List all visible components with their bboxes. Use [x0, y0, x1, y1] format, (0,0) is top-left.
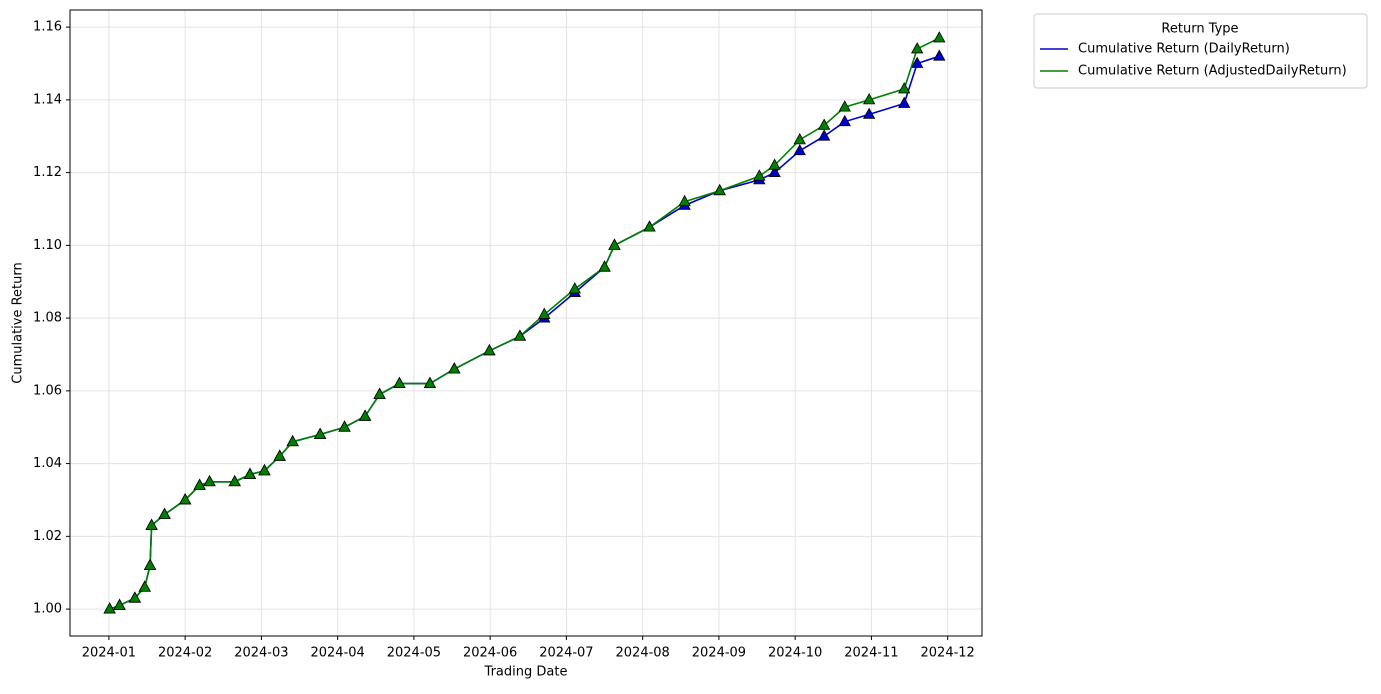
y-tick-label: 1.02 [33, 529, 62, 544]
y-tick-label: 1.12 [33, 165, 62, 180]
marker [338, 420, 351, 432]
x-tick-label: 2024-12 [921, 646, 975, 661]
y-tick-label: 1.06 [33, 383, 62, 398]
marker [933, 31, 946, 43]
x-tick-label: 2024-03 [234, 646, 288, 661]
marker [768, 165, 781, 177]
marker [753, 169, 766, 181]
legend-label: Cumulative Return (DailyReturn) [1078, 42, 1290, 57]
marker [933, 49, 946, 61]
y-tick-label: 1.04 [33, 456, 62, 471]
legend-box [1033, 13, 1368, 89]
y-tick-label: 1.10 [33, 238, 62, 253]
marker [178, 493, 192, 505]
y-tick-label: 1.08 [33, 311, 62, 326]
marker [158, 507, 171, 519]
x-tick-label: 2024-05 [387, 646, 441, 661]
marker [538, 307, 551, 319]
x-tick-label: 2024-11 [844, 646, 898, 661]
series-line [109, 37, 940, 610]
legend-label: Cumulative Return (AdjustedDailyReturn) [1078, 64, 1347, 79]
marker [286, 434, 299, 447]
marker [258, 464, 271, 476]
marker [193, 478, 206, 490]
marker [448, 362, 461, 374]
marker [313, 427, 327, 439]
x-tick-label: 2024-04 [310, 646, 364, 661]
x-tick-label: 2024-10 [768, 646, 822, 661]
x-tick-label: 2024-01 [82, 646, 136, 661]
x-tick-label: 2024-07 [539, 646, 593, 661]
marker [483, 343, 496, 356]
legend-title: Return Type [1161, 22, 1238, 37]
marker [713, 183, 726, 196]
marker [793, 143, 806, 156]
marker [393, 376, 406, 388]
marker [273, 449, 286, 461]
marker [145, 518, 158, 530]
marker [598, 260, 611, 272]
marker [643, 220, 656, 232]
y-tick-label: 1.14 [33, 92, 62, 107]
marker [113, 598, 126, 610]
marker [608, 238, 621, 250]
marker [138, 580, 151, 592]
marker [513, 329, 527, 341]
marker [817, 129, 831, 141]
marker [128, 591, 141, 603]
marker [793, 133, 806, 145]
marker [568, 282, 581, 294]
marker [423, 376, 437, 388]
y-axis-label: Cumulative Return [11, 262, 26, 383]
marker [838, 100, 851, 112]
marker [862, 93, 876, 105]
x-axis-label: Trading Date [484, 665, 568, 680]
x-tick-label: 2024-08 [616, 646, 670, 661]
marker [358, 409, 372, 421]
x-tick-label: 2024-09 [692, 646, 746, 661]
y-tick-label: 1.00 [33, 602, 62, 617]
x-tick-label: 2024-02 [158, 646, 212, 661]
marker [768, 158, 781, 170]
marker [898, 96, 911, 108]
plot-frame [69, 9, 983, 637]
x-tick-label: 2024-06 [463, 646, 517, 661]
marker [817, 118, 831, 130]
marker [678, 194, 691, 207]
y-tick-label: 1.16 [33, 20, 62, 35]
marker [838, 114, 851, 127]
marker [228, 474, 241, 487]
marker [898, 82, 911, 94]
marker [911, 56, 924, 68]
marker [203, 474, 216, 487]
marker [243, 467, 257, 479]
marker [143, 558, 157, 570]
marker [373, 387, 386, 399]
marker [103, 602, 116, 614]
marker [911, 42, 924, 54]
marker [862, 107, 876, 119]
